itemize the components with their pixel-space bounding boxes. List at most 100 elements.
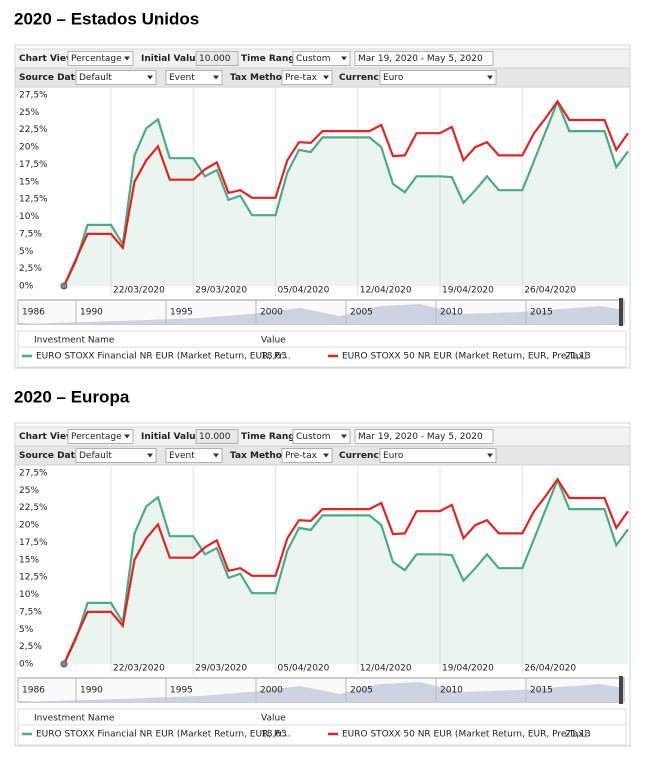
legend-name: EURO STOXX Financial NR EUR (Market Retu…: [36, 730, 291, 740]
dropdown-arrow: [124, 56, 130, 61]
legend-header: Value: [261, 336, 286, 346]
y-tick-label: 15%: [19, 177, 39, 187]
control-value: Pre-tax: [285, 73, 318, 83]
control-value: Pre-tax: [285, 451, 318, 461]
control-box[interactable]: [281, 70, 333, 85]
navigator-year: 2010: [440, 308, 463, 318]
control-value: Mar 19, 2020 - May 5, 2020: [358, 54, 483, 64]
control-box[interactable]: [67, 51, 134, 66]
control-label: Time Range: [241, 432, 301, 442]
control-box[interactable]: [281, 448, 333, 463]
control-box[interactable]: [165, 448, 223, 463]
x-tick-label: 26/04/2020: [524, 286, 576, 296]
navigator-year: 1995: [170, 686, 193, 696]
navigator-handle[interactable]: [619, 676, 623, 704]
control-value: Event: [169, 73, 195, 83]
y-tick-label: 0%: [19, 282, 34, 292]
control-value: Euro: [383, 451, 404, 461]
series-line: [62, 99, 629, 287]
y-tick-label: 22,5%: [19, 503, 48, 513]
plot-area: [16, 88, 629, 296]
y-tick-label: 20%: [19, 521, 39, 531]
x-tick-label: 05/04/2020: [278, 664, 330, 674]
control-box[interactable]: [292, 429, 351, 444]
control-label: Currency: [339, 451, 385, 461]
y-tick-label: 10%: [19, 212, 39, 222]
legend-value: 21,13: [565, 730, 591, 740]
y-tick-label: 7,5%: [19, 607, 42, 617]
legend-header: Investment Name: [34, 336, 115, 346]
navigator-year: 1990: [80, 308, 103, 318]
legend-name: EURO STOXX 50 NR EUR (Market Return, EUR…: [342, 352, 587, 362]
dropdown-arrow: [341, 56, 347, 61]
y-tick-label: 25%: [19, 486, 39, 496]
x-tick-label: 22/03/2020: [113, 664, 165, 674]
control-box[interactable]: [354, 51, 494, 66]
y-tick-label: 10%: [19, 590, 39, 600]
control-value: Percentage: [71, 432, 122, 442]
navigator-year: 1986: [22, 686, 45, 696]
x-tick-label: 26/04/2020: [524, 664, 576, 674]
legend-name: EURO STOXX 50 NR EUR (Market Return, EUR…: [342, 730, 587, 740]
y-tick-label: 12,5%: [19, 573, 48, 583]
control-label: Source Data: [19, 451, 81, 461]
navigator-shape: [18, 304, 624, 324]
legend-value: 21,13: [565, 352, 591, 362]
control-label: Initial Value: [141, 54, 202, 64]
control-value: 10.000: [199, 54, 231, 64]
panel-title: 2020 – Estados Unidos: [14, 9, 199, 28]
dropdown-arrow: [487, 75, 493, 80]
dropdown-arrow: [124, 434, 130, 439]
x-tick-label: 29/03/2020: [195, 286, 247, 296]
series-line: [62, 477, 629, 665]
navigator-year: 1995: [170, 308, 193, 318]
dropdown-arrow: [147, 75, 153, 80]
dropdown-arrow: [213, 75, 219, 80]
navigator-year: 2010: [440, 686, 463, 696]
control-value: Mar 19, 2020 - May 5, 2020: [358, 432, 483, 442]
legend-table: [17, 330, 627, 368]
control-label: Source Data: [19, 73, 81, 83]
navigator-year: 2000: [260, 686, 283, 696]
y-tick-label: 0%: [19, 660, 34, 670]
legend-header: Value: [261, 714, 286, 724]
control-label: Chart View: [19, 432, 74, 442]
control-value: Euro: [383, 73, 404, 83]
control-box[interactable]: [354, 429, 494, 444]
control-label: Time Range: [241, 54, 301, 64]
x-tick-label: 05/04/2020: [278, 286, 330, 296]
x-tick-label: 12/04/2020: [360, 664, 412, 674]
control-box[interactable]: [75, 448, 157, 463]
navigator-year: 2000: [260, 308, 283, 318]
control-box[interactable]: [165, 70, 223, 85]
series-line: [63, 98, 629, 287]
legend-value: 18,63: [261, 352, 287, 362]
control-box[interactable]: [195, 429, 239, 444]
x-tick-label: 19/04/2020: [442, 664, 494, 674]
control-value: Percentage: [71, 54, 122, 64]
control-box[interactable]: [379, 448, 497, 463]
start-marker: [60, 282, 68, 290]
control-box[interactable]: [195, 51, 239, 66]
control-label: Chart View: [19, 54, 74, 64]
legend-table: [17, 708, 627, 746]
x-tick-label: 29/03/2020: [195, 664, 247, 674]
control-value: Default: [79, 451, 112, 461]
legend-value: 18,63: [261, 730, 287, 740]
control-value: Default: [79, 73, 112, 83]
dropdown-arrow: [341, 434, 347, 439]
navigator-year: 2005: [350, 308, 373, 318]
control-box[interactable]: [292, 51, 351, 66]
y-tick-label: 5%: [19, 625, 34, 635]
start-marker: [60, 660, 68, 668]
navigator-shape: [18, 682, 624, 702]
control-box[interactable]: [75, 70, 157, 85]
navigator-handle[interactable]: [619, 298, 623, 326]
control-box[interactable]: [67, 429, 134, 444]
control-box[interactable]: [379, 70, 497, 85]
control-label: Tax Method: [230, 73, 288, 83]
dropdown-arrow: [213, 453, 219, 458]
dropdown-arrow: [487, 453, 493, 458]
